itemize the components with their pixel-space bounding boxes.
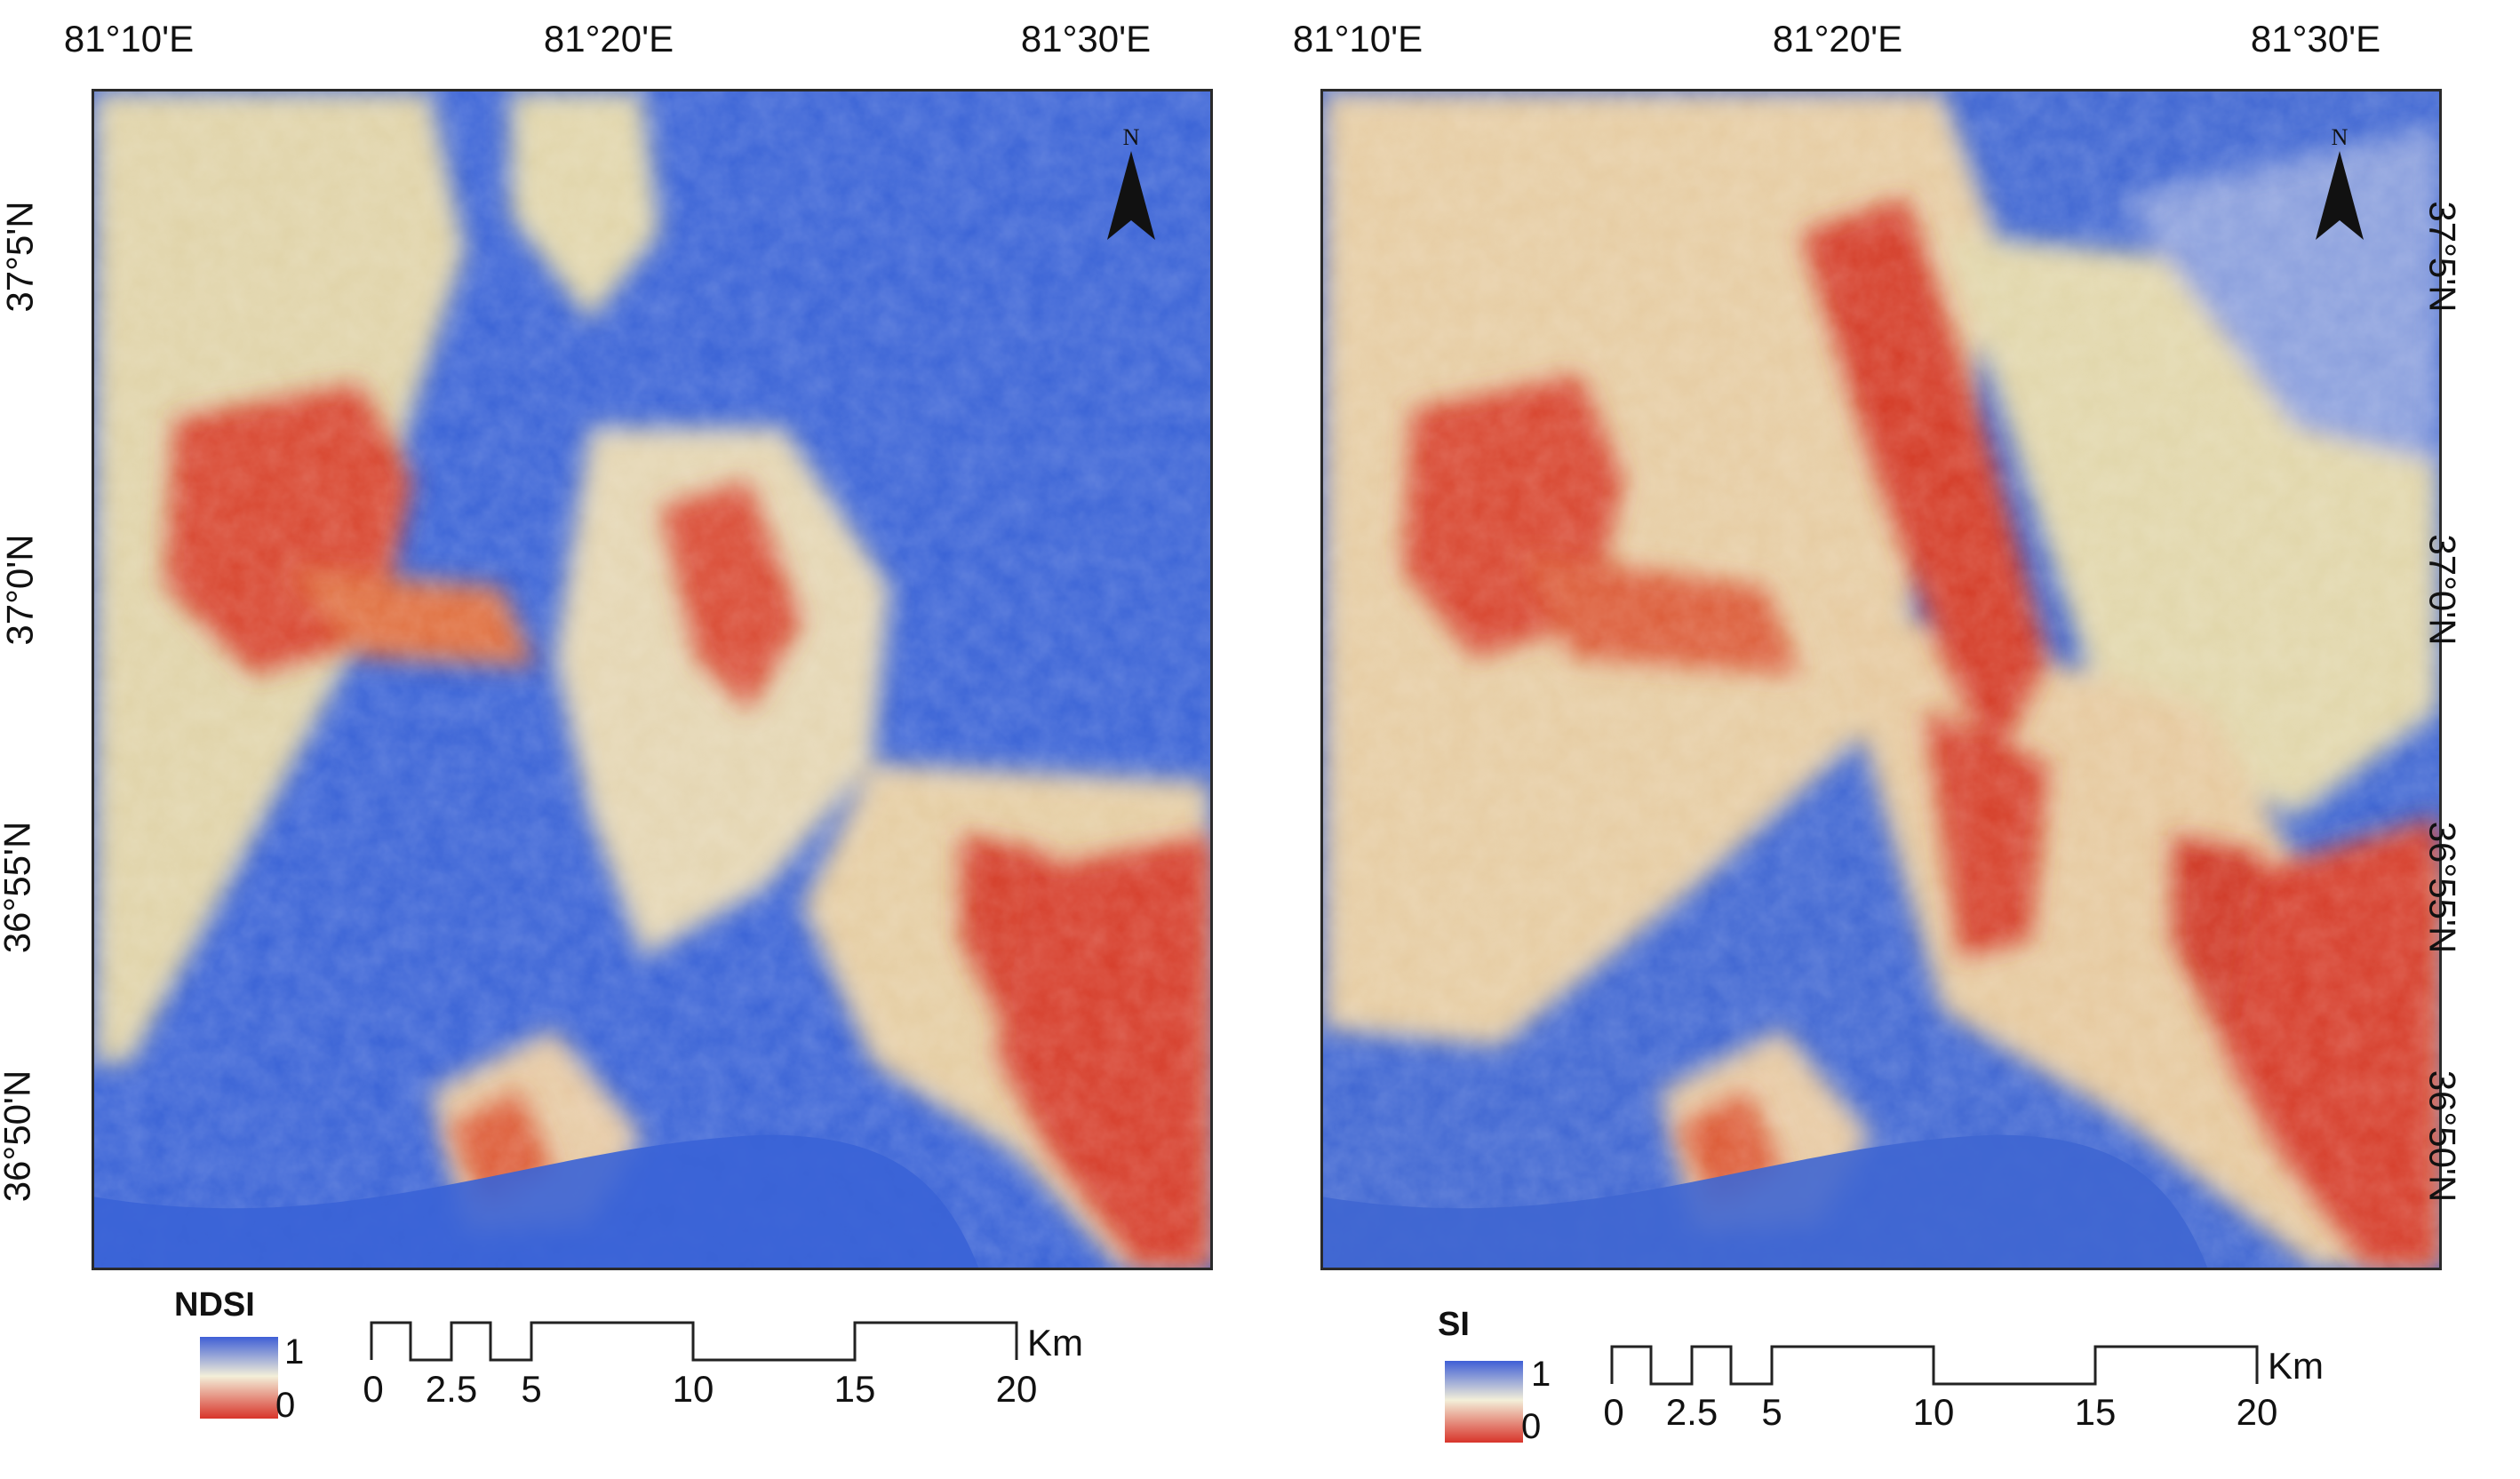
ndsi-map-panel: 81°10'E 81°20'E 81°30'E 37°5'N 37°0'N 36… [0,18,1213,1425]
legend-title: SI [1438,1306,1470,1343]
lon-label-81-20: 81°20'E [543,18,674,60]
scale-unit: Km [1027,1322,1083,1364]
scale-tick-0: 0 [363,1368,384,1410]
scale-tick-20: 20 [995,1368,1038,1410]
legend-high-label: 1 [284,1332,305,1372]
scale-tick-0: 0 [1603,1391,1624,1433]
scale-tick-5: 5 [1761,1391,1782,1433]
lat-label-36-50: 36°50'N [0,1069,38,1203]
north-arrow-icon: N [1100,124,1162,249]
scale-tick-15: 15 [833,1368,876,1410]
lon-label-81-30: 81°30'E [2250,18,2381,60]
lon-label-81-10: 81°10'E [1292,18,1423,60]
lon-label-81-30: 81°30'E [1020,18,1152,60]
ndsi-map-raster [92,89,1213,1270]
lon-label-81-20: 81°20'E [1772,18,1903,60]
north-arrow-icon: N [2309,124,2371,249]
scale-bar [370,1319,1020,1364]
lat-label-36-55: 36°55'N [2421,821,2464,954]
lon-label-81-10: 81°10'E [63,18,195,60]
lat-label-37-0: 37°0'N [0,534,41,646]
si-map-panel: 81°10'E 81°20'E 81°30'E [1260,0,2520,1479]
legend-low-label: 0 [1521,1407,1542,1446]
scale-tick-10: 10 [672,1368,714,1410]
north-letter: N [1122,124,1140,150]
lat-label-37-0: 37°0'N [2421,534,2464,646]
legend-title: NDSI [174,1286,255,1324]
scale-tick-20: 20 [2236,1391,2278,1433]
north-letter: N [2331,124,2349,150]
legend-color-ramp [200,1337,278,1419]
lat-label-36-55: 36°55'N [0,821,38,954]
lat-label-37-5: 37°5'N [2421,201,2464,313]
scale-unit: Km [2268,1345,2324,1387]
scale-bar [1610,1343,2261,1388]
lat-label-36-50: 36°50'N [2421,1069,2464,1203]
scale-tick-2-5: 2.5 [425,1368,478,1410]
legend-high-label: 1 [1531,1355,1551,1394]
scale-tick-10: 10 [1912,1391,1955,1433]
si-map-raster [1320,89,2442,1270]
scale-tick-5: 5 [521,1368,542,1410]
lat-label-37-5: 37°5'N [0,201,41,313]
scale-tick-2-5: 2.5 [1665,1391,1719,1433]
scale-tick-15: 15 [2074,1391,2117,1433]
legend-low-label: 0 [275,1386,296,1425]
legend-color-ramp [1445,1361,1523,1443]
